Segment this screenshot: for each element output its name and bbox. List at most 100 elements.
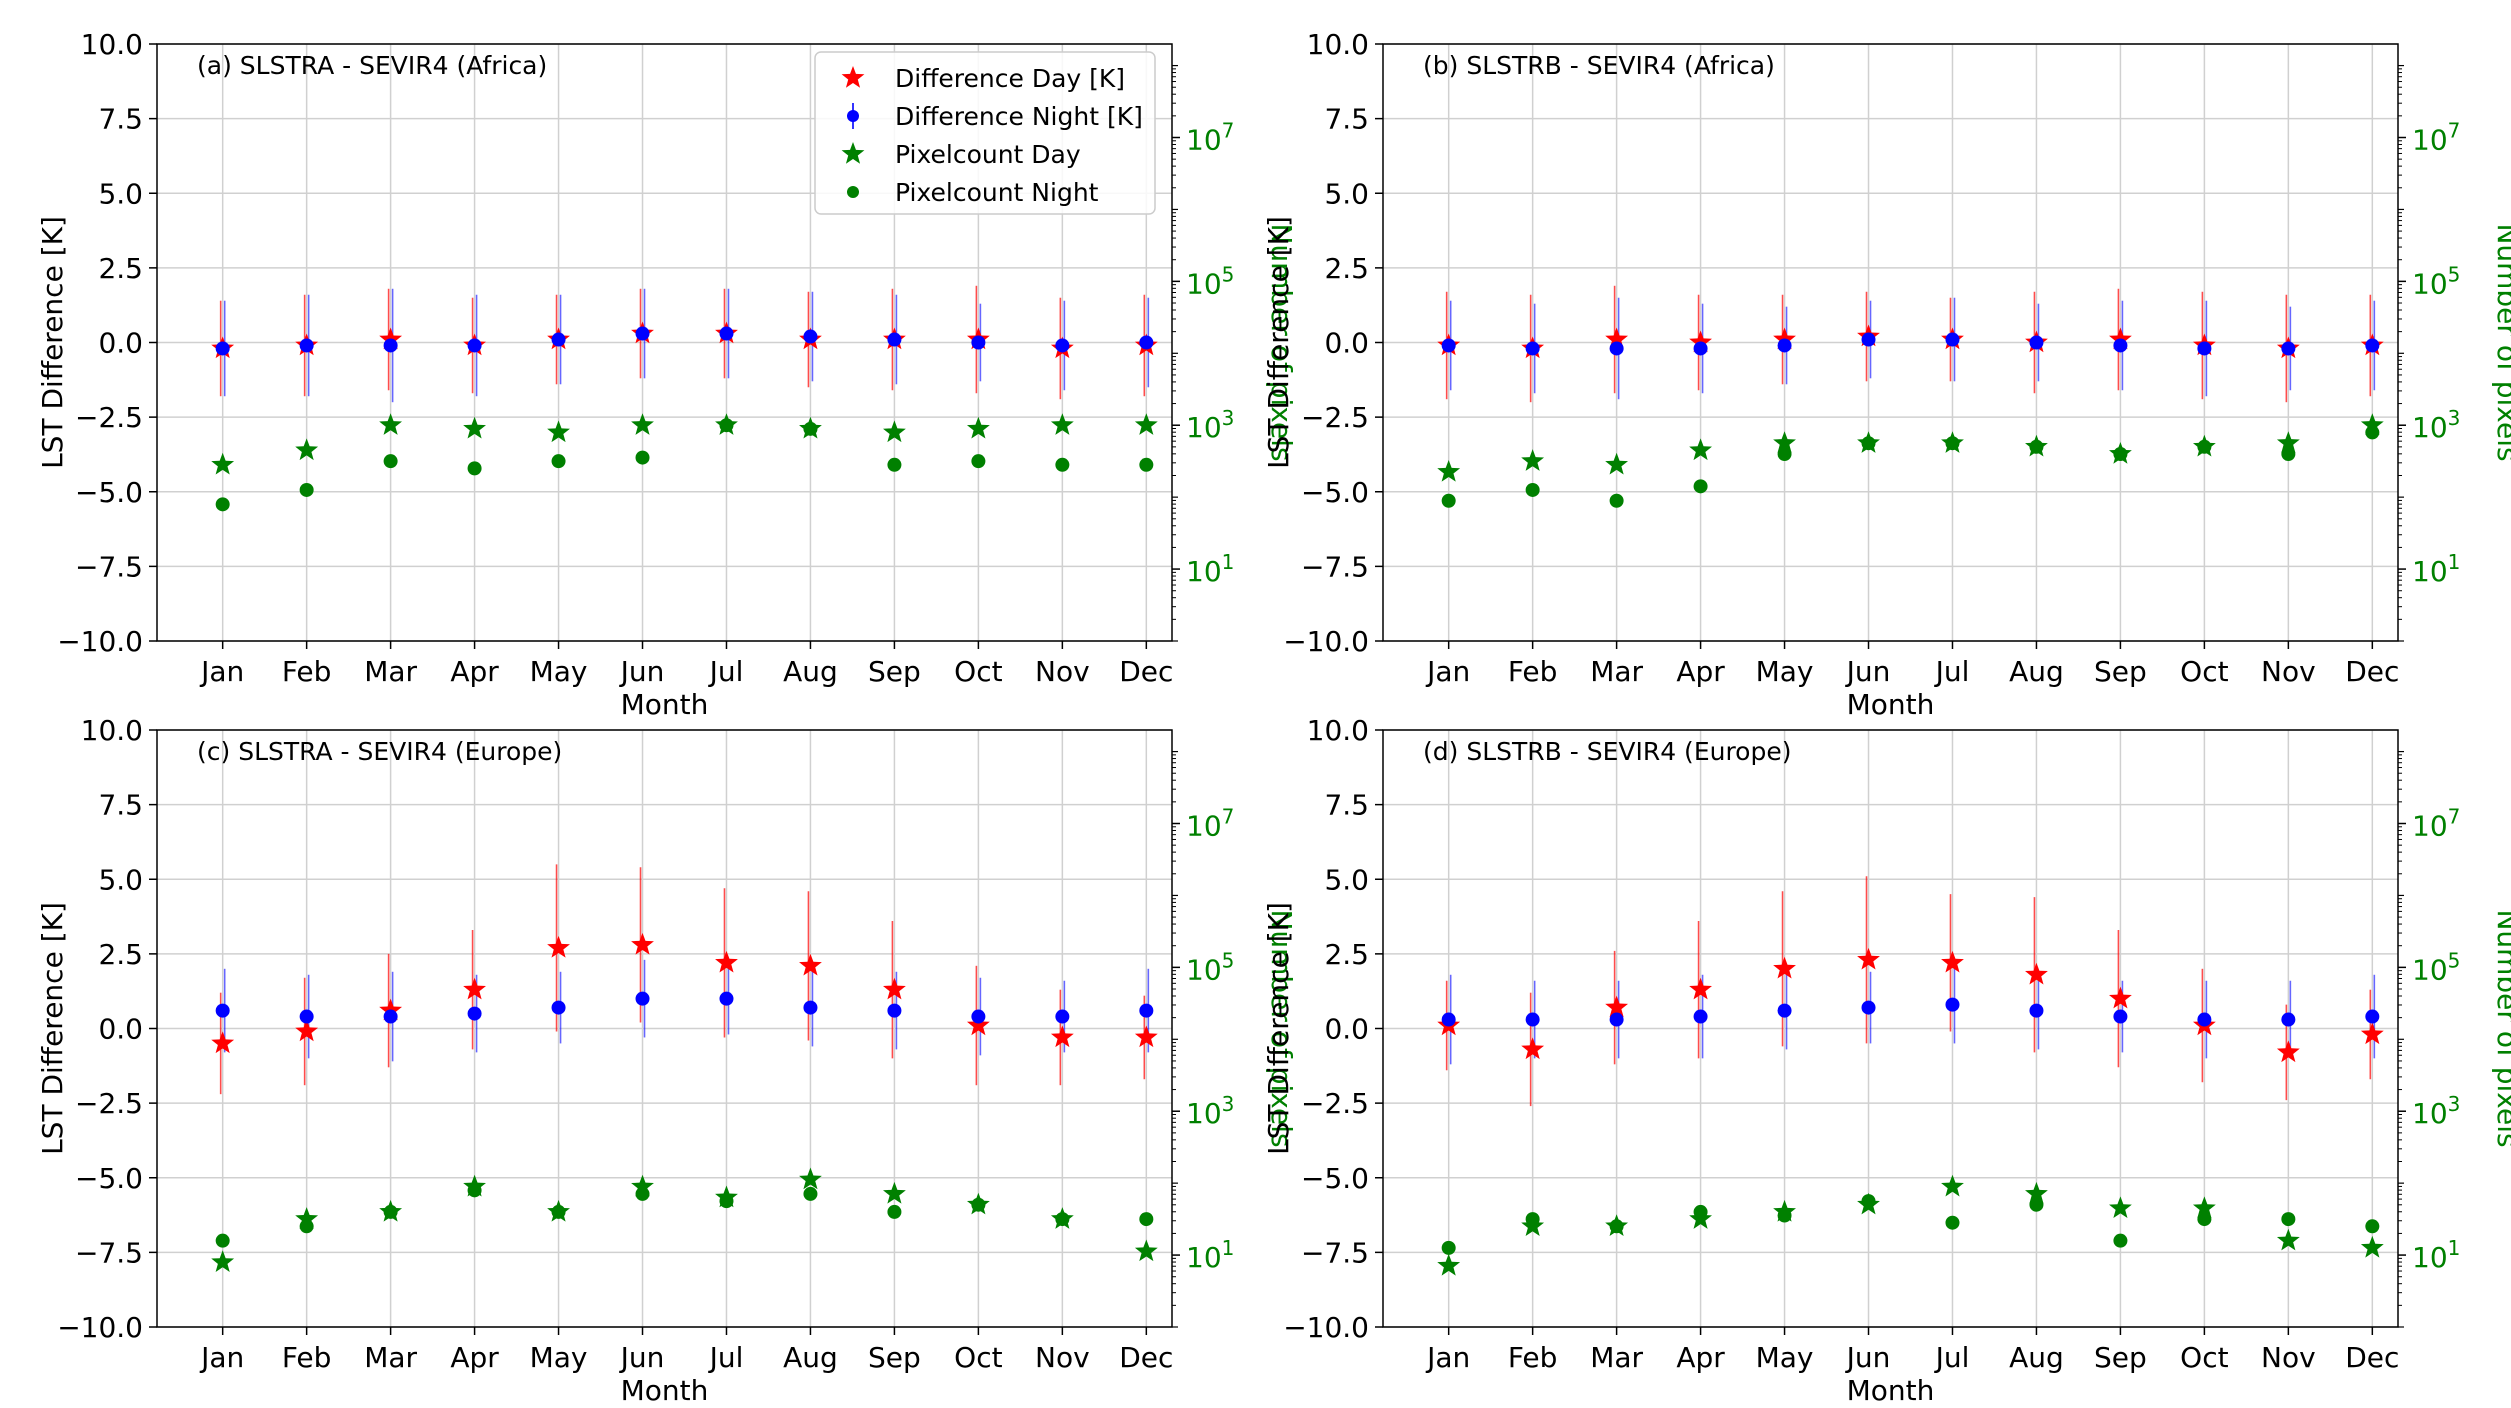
difference-night-point	[1777, 338, 1792, 353]
legend: Difference Day [K] Difference Night [K] Pi…	[814, 51, 1156, 215]
difference-night-point	[803, 329, 818, 344]
y2-tick-label: 107	[1186, 805, 1234, 843]
x-tick-label: Jul	[708, 655, 744, 688]
pixelcount-night-point	[2113, 1233, 2128, 1248]
x-tick-label: Oct	[2180, 1341, 2228, 1374]
pixelcount-day-point	[1521, 449, 1545, 471]
pixelcount-day-point	[463, 416, 486, 439]
pixelcount-night-point	[215, 497, 230, 512]
pixelcount-night-point	[467, 461, 482, 476]
x-axis-label: Month	[621, 688, 709, 721]
chart-panel-b: 10.0 7.5 5.0 2.5 0.0 −2.5 −5.0 −7.5 −10.0 Jan Feb M…	[1262, 28, 2511, 721]
y-tick-label: 10.0	[1307, 28, 1369, 61]
y-tick-label: −2.5	[1301, 1087, 1369, 1120]
x-tick-label: Oct	[954, 1341, 1002, 1374]
difference-night-point	[971, 1009, 986, 1024]
y-tick-label: 10.0	[1307, 714, 1369, 747]
pixelcount-day-point	[631, 413, 654, 435]
x-tick-label: Jan	[1425, 1341, 1470, 1374]
y-tick-label: 5.0	[98, 863, 143, 896]
pixelcount-day-point	[2025, 1181, 2048, 1204]
y-tick-label: −2.5	[75, 1087, 143, 1120]
difference-day-point	[379, 998, 403, 1021]
pixelcount-day-point	[715, 1185, 738, 1208]
difference-night-point	[803, 1000, 818, 1015]
y-tick-label: −2.5	[1301, 401, 1369, 434]
y-tick-label: 7.5	[98, 789, 143, 822]
x-tick-label: Jan	[199, 655, 244, 688]
pixelcount-day-point	[1050, 413, 1074, 435]
difference-night-point	[1693, 1009, 1708, 1024]
y-tick-label: 0.0	[98, 1013, 143, 1046]
x-tick-label: Mar	[1590, 1341, 1643, 1374]
difference-day-point	[1773, 956, 1796, 979]
pixelcount-night-point	[551, 454, 566, 469]
x-tick-label: Jan	[1425, 655, 1470, 688]
pixelcount-day-point	[211, 452, 235, 475]
difference-night-point	[2365, 1009, 2380, 1024]
y2-axis-label: Number of pixels	[2491, 909, 2511, 1147]
difference-night-point	[1441, 1012, 1456, 1027]
x-axis-label: Month	[1847, 688, 1935, 721]
y2-tick-label: 101	[2412, 1236, 2460, 1274]
x-tick-label: Oct	[954, 655, 1002, 688]
y-tick-label: −5.0	[1301, 476, 1369, 509]
difference-day-point	[1605, 327, 1629, 350]
difference-night-point	[887, 332, 902, 347]
pixelcount-day-point	[883, 1181, 906, 1204]
y2-tick-label: 105	[2412, 262, 2460, 300]
x-tick-label: Jun	[1845, 655, 1891, 688]
pixelcount-day-point	[2276, 431, 2300, 453]
difference-day-point	[1773, 327, 1796, 350]
difference-day-point	[379, 327, 403, 350]
pixelcount-day-point	[1605, 452, 1629, 475]
y-tick-label: 2.5	[98, 252, 143, 285]
panel-title: (d) SLSTRB - SEVIR4 (Europe)	[1423, 737, 1791, 766]
difference-night-point	[467, 1006, 482, 1021]
x-tick-label: Feb	[282, 1341, 332, 1374]
difference-night-point	[2113, 1009, 2128, 1024]
pixelcount-night-point	[635, 450, 650, 465]
difference-night-point	[551, 332, 566, 347]
difference-night-point	[2113, 338, 2128, 353]
x-tick-label: Jan	[199, 1341, 244, 1374]
legend-label: Difference Night [K]	[895, 102, 1143, 131]
difference-night-point	[1609, 341, 1624, 356]
y2-tick-label: 107	[2412, 805, 2460, 843]
x-tick-label: May	[1756, 655, 1814, 688]
x-tick-label: Sep	[2094, 655, 2147, 688]
difference-night-point	[2197, 1012, 2212, 1027]
difference-night-point	[971, 335, 986, 350]
difference-day-point	[2109, 327, 2132, 350]
y2-tick-label: 103	[1186, 1092, 1234, 1130]
pixelcount-day-point	[883, 420, 906, 443]
y-tick-label: 0.0	[1324, 1013, 1369, 1046]
y2-axis-label: Number of pixels	[2491, 223, 2511, 461]
y-tick-label: 7.5	[1324, 103, 1369, 136]
y-axis-label: LST Difference [K]	[1262, 216, 1295, 469]
x-tick-label: Dec	[1119, 1341, 1173, 1374]
difference-night-point	[1861, 1000, 1876, 1015]
legend-marker	[847, 186, 859, 198]
difference-night-point	[383, 338, 398, 353]
y-tick-label: −10.0	[57, 625, 143, 658]
difference-day-point	[2109, 986, 2132, 1009]
pixelcount-day-point	[211, 1250, 235, 1272]
y-axis-label: LST Difference [K]	[1262, 902, 1295, 1155]
difference-night-point	[299, 1009, 314, 1024]
difference-night-point	[1055, 1009, 1070, 1024]
y-tick-label: 2.5	[98, 938, 143, 971]
x-tick-label: Jul	[1934, 1341, 1970, 1374]
difference-night-point	[551, 1000, 566, 1015]
difference-day-point	[2025, 962, 2048, 985]
pixelcount-day-point	[2360, 413, 2384, 435]
pixelcount-night-point	[1945, 1215, 1960, 1230]
y2-tick-label: 107	[1186, 119, 1234, 157]
x-tick-label: Aug	[2009, 1341, 2064, 1374]
pixelcount-night-point	[1525, 482, 1540, 497]
x-tick-label: Feb	[1508, 655, 1558, 688]
pixelcount-day-point	[1050, 1207, 1074, 1229]
difference-night-point	[1609, 1012, 1624, 1027]
y-tick-label: −5.0	[75, 476, 143, 509]
pixelcount-night-point	[887, 457, 902, 472]
